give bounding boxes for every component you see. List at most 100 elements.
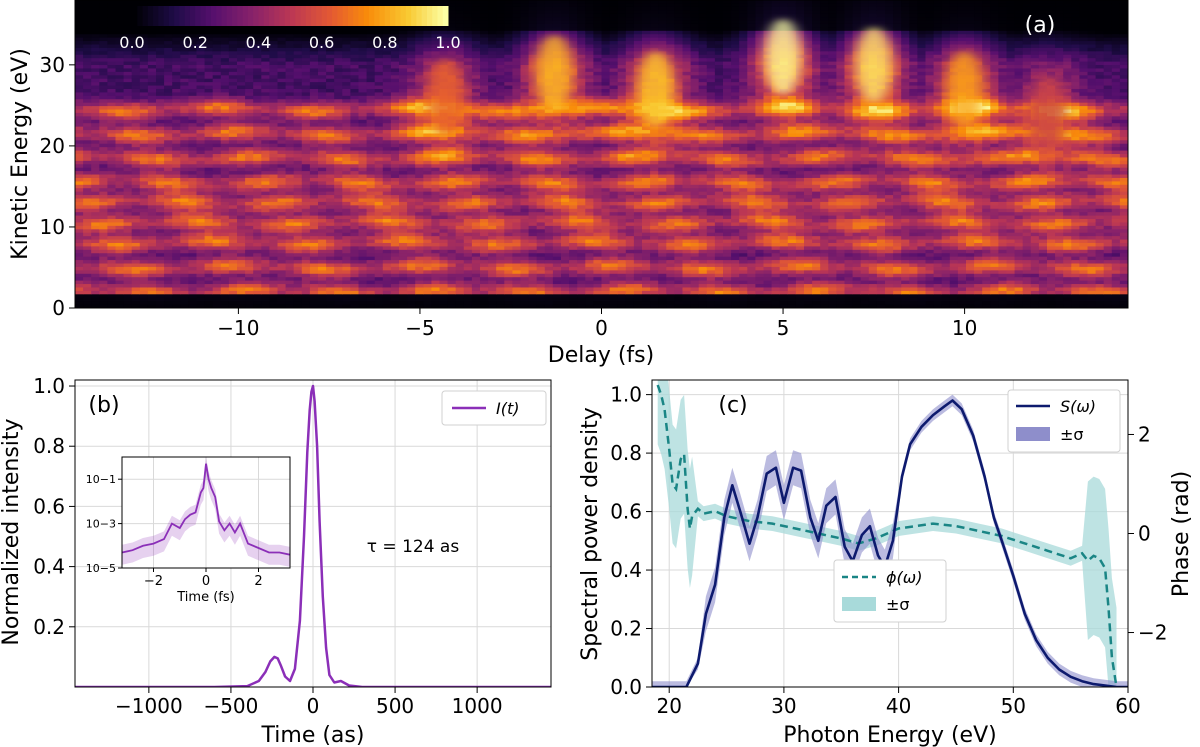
heatmap-cell (407, 294, 416, 299)
heatmap-cell (447, 164, 457, 169)
heatmap-cell (139, 280, 149, 285)
heatmap-cell (480, 160, 489, 165)
heatmap-cell (164, 266, 173, 271)
heatmap-cell (358, 191, 368, 196)
heatmap-cell (447, 297, 457, 302)
heatmap-cell (147, 171, 157, 176)
heatmap-cell (156, 154, 165, 159)
heatmap-cell (269, 222, 279, 227)
heatmap-cell (164, 3, 173, 8)
heatmap-cell (512, 147, 522, 152)
heatmap-cell (75, 133, 84, 138)
heatmap-cell (99, 277, 108, 282)
heatmap-cell (196, 78, 206, 83)
heatmap-cell (107, 78, 117, 83)
heatmap-cell (253, 236, 262, 241)
heatmap-cell (91, 239, 100, 244)
heatmap-cell (147, 195, 157, 200)
heatmap-cell (196, 65, 206, 70)
heatmap-cell (309, 54, 319, 59)
heatmap-cell (139, 112, 149, 117)
heatmap-cell (455, 232, 465, 237)
heatmap-cell (277, 112, 287, 117)
heatmap-cell (504, 287, 513, 292)
heatmap-cell (107, 3, 117, 8)
heatmap-cell (237, 195, 246, 200)
heatmap-cell (423, 201, 432, 206)
heatmap-cell (91, 177, 100, 182)
heatmap-cell (318, 102, 327, 107)
heatmap-cell (504, 13, 513, 18)
heatmap-cell (512, 263, 522, 268)
heatmap-cell (220, 71, 230, 76)
heatmap-cell (269, 181, 279, 186)
heatmap-cell (228, 150, 238, 155)
heatmap-cell (147, 266, 157, 271)
heatmap-cell (180, 263, 189, 268)
heatmap-cell (293, 242, 303, 247)
heatmap-cell (188, 54, 198, 59)
heatmap-cell (131, 297, 141, 302)
heatmap-cell (318, 30, 327, 35)
heatmap-cell (156, 287, 165, 292)
heatmap-cell (447, 143, 457, 148)
heatmap-cell (147, 277, 157, 282)
heatmap-cell (390, 34, 400, 39)
heatmap-cell (480, 201, 489, 206)
heatmap-cell (196, 290, 206, 295)
heatmap-cell (245, 167, 254, 172)
heatmap-cell (156, 177, 165, 182)
heatmap-cell (180, 30, 189, 35)
heatmap-cell (204, 37, 214, 42)
heatmap-cell (488, 150, 497, 155)
heatmap-cell (245, 150, 254, 155)
heatmap-cell (107, 208, 117, 213)
heatmap-cell (488, 51, 497, 56)
heatmap-cell (431, 58, 441, 63)
heatmap-cell (358, 256, 368, 261)
heatmap-cell (269, 215, 279, 220)
heatmap-cell (164, 88, 173, 93)
heatmap-cell (382, 174, 392, 179)
heatmap-cell (123, 68, 133, 73)
heatmap-cell (139, 219, 149, 224)
heatmap-cell (366, 284, 376, 289)
heatmap-cell (447, 34, 457, 39)
heatmap-cell (237, 99, 246, 104)
heatmap-cell (358, 260, 368, 265)
heatmap-cell (390, 297, 400, 302)
heatmap-cell (326, 102, 335, 107)
heatmap-cell (350, 160, 360, 165)
heatmap-cell (220, 112, 230, 117)
heatmap-cell (172, 140, 181, 145)
heatmap-cell (374, 215, 384, 220)
heatmap-cell (75, 253, 84, 258)
heatmap-cell (480, 249, 489, 254)
heatmap-cell (504, 191, 513, 196)
heatmap-cell (496, 294, 505, 299)
heatmap-cell (212, 51, 222, 56)
heatmap-cell (455, 41, 465, 46)
heatmap-cell (91, 219, 100, 224)
heatmap-cell (471, 266, 481, 271)
heatmap-cell (123, 85, 133, 90)
heatmap-cell (293, 263, 303, 268)
heatmap-cell (237, 54, 246, 59)
heatmap-cell (512, 301, 522, 306)
heatmap-cell (285, 174, 295, 179)
heatmap-cell (455, 260, 465, 265)
heatmap-cell (147, 78, 157, 83)
heatmap-cell (253, 253, 262, 258)
heatmap-cell (423, 229, 432, 234)
heatmap-cell (318, 188, 327, 193)
heatmap-cell (390, 256, 400, 261)
heatmap-cell (326, 270, 335, 275)
heatmap-cell (107, 130, 117, 135)
heatmap-cell (261, 174, 270, 179)
heatmap-cell (131, 85, 141, 90)
heatmap-cell (204, 167, 214, 172)
heatmap-cell (115, 51, 125, 56)
heatmap-cell (439, 260, 449, 265)
heatmap-cell (180, 126, 189, 131)
heatmap-cell (399, 116, 408, 121)
